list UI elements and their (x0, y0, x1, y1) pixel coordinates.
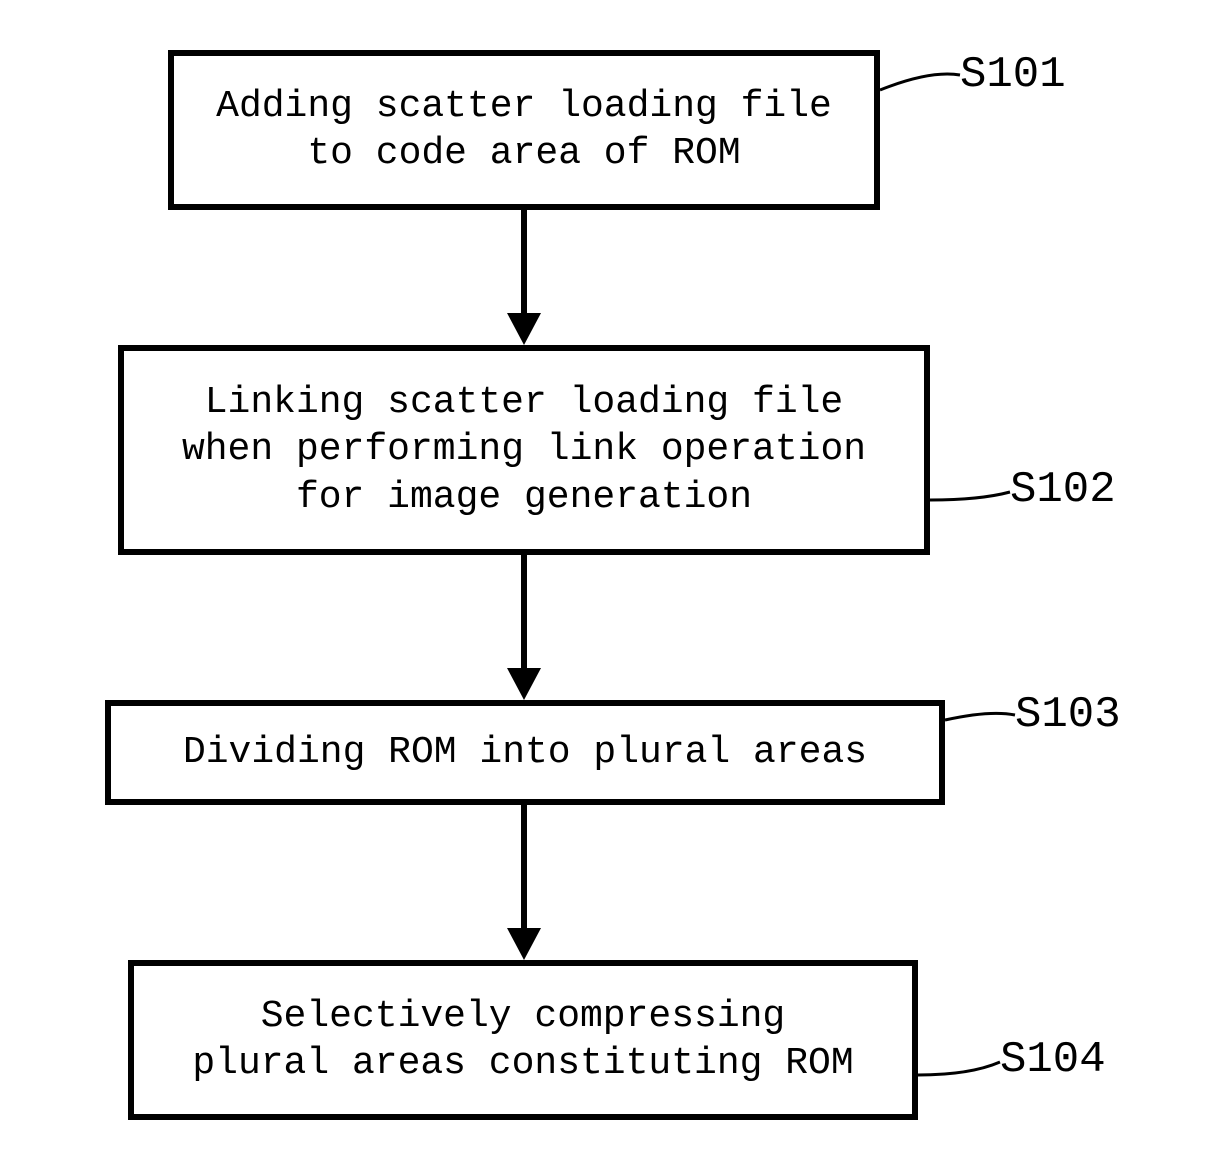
flow-step-text: for image generation (296, 474, 752, 522)
leader-line (876, 66, 964, 94)
flow-step-s101: Adding scatter loading fileto code area … (168, 50, 880, 210)
flow-step-text: Linking scatter loading file (205, 379, 844, 427)
arrow-head-icon (507, 313, 541, 345)
step-label-s104: S104 (1000, 1035, 1106, 1085)
step-label-s103: S103 (1015, 690, 1121, 740)
flowchart-canvas: Adding scatter loading fileto code area … (0, 0, 1217, 1167)
arrow-s102-to-s103 (521, 555, 527, 668)
arrow-s103-to-s104 (521, 805, 527, 928)
flow-step-s104: Selectively compressingplural areas cons… (128, 960, 918, 1120)
arrow-head-icon (507, 668, 541, 700)
arrow-s101-to-s102 (521, 210, 527, 313)
flow-step-text: Dividing ROM into plural areas (183, 729, 867, 777)
leader-line (914, 1058, 1004, 1079)
flow-step-text: Adding scatter loading file (216, 83, 832, 131)
leader-line (941, 706, 1019, 724)
step-label-s102: S102 (1010, 465, 1116, 515)
leader-line (926, 488, 1014, 504)
flow-step-s103: Dividing ROM into plural areas (105, 700, 945, 805)
step-label-s101: S101 (960, 50, 1066, 100)
arrow-head-icon (507, 928, 541, 960)
flow-step-text: plural areas constituting ROM (192, 1040, 853, 1088)
flow-step-s102: Linking scatter loading filewhen perform… (118, 345, 930, 555)
flow-step-text: when performing link operation (182, 426, 866, 474)
flow-step-text: Selectively compressing (261, 993, 786, 1041)
flow-step-text: to code area of ROM (307, 130, 740, 178)
